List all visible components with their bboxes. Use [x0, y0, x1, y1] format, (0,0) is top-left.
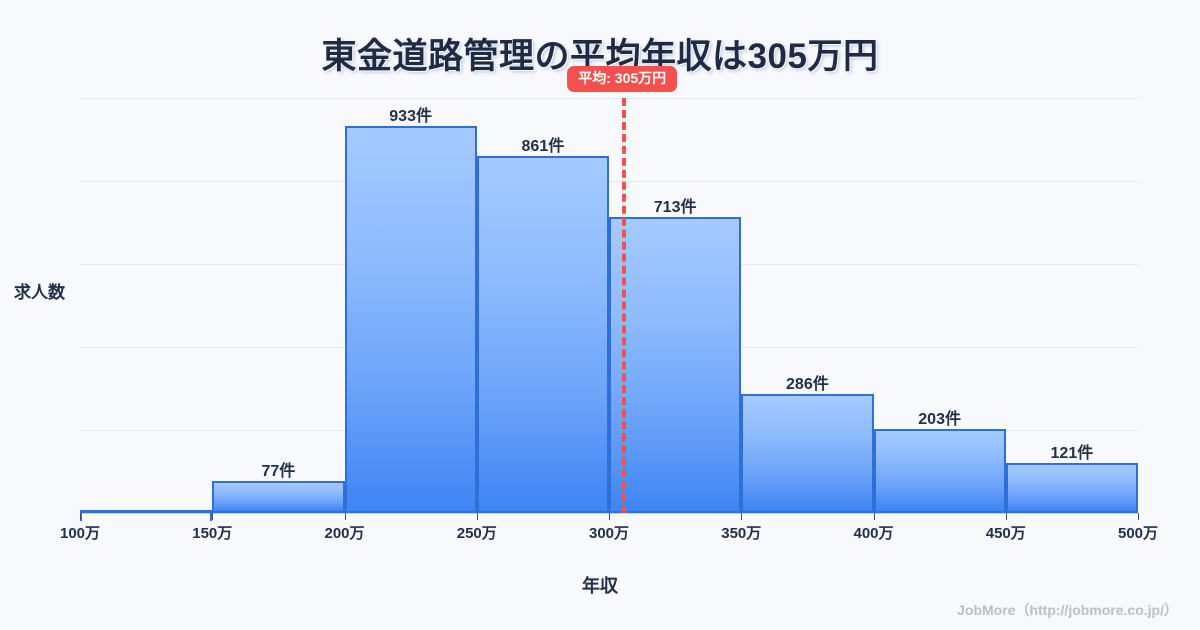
bar-400-450[interactable]	[873, 428, 1006, 513]
bar-250-300[interactable]	[476, 155, 609, 513]
bar-value-label: 933件	[389, 107, 432, 125]
bar-value-label: 77件	[261, 463, 296, 481]
x-tick	[212, 513, 214, 520]
x-tick-label: 450万	[985, 525, 1026, 542]
x-tick-label: 500万	[1117, 525, 1159, 542]
x-tick	[80, 513, 81, 520]
average-line	[622, 98, 627, 513]
bar-100-150[interactable]	[80, 510, 213, 521]
gridline	[80, 181, 1138, 182]
chart-plot-area: 77件 933件 861件 713件 286件 203件 121件 100万 150万 200万…	[60, 66, 1158, 542]
x-tick	[1138, 513, 1139, 520]
watermark: JobMore（http://jobmore.co.jp/）	[957, 602, 1178, 618]
x-tick-label: 400万	[853, 525, 894, 542]
bar-value-label: 203件	[918, 410, 961, 428]
x-tick	[741, 513, 743, 520]
bar-150-200[interactable]	[212, 481, 345, 513]
x-axis-title: 年収	[582, 576, 618, 596]
x-tick-label: 200万	[324, 525, 365, 542]
x-tick	[609, 513, 610, 520]
bar-value-label: 286件	[786, 376, 829, 394]
x-tick-label: 150万	[192, 525, 233, 542]
x-tick	[344, 513, 346, 520]
x-tick-label: 100万	[59, 525, 101, 542]
bar-450-500[interactable]	[1005, 462, 1138, 513]
y-axis-title: 求人数	[14, 283, 65, 302]
bar-value-label: 861件	[521, 137, 565, 155]
x-tick-label: 300万	[588, 525, 630, 542]
x-tick-label: 250万	[456, 525, 497, 542]
bar-value-label: 713件	[653, 199, 697, 217]
gridline	[80, 98, 1138, 99]
average-badge: 平均: 305万円	[567, 66, 678, 92]
bar-value-label: 121件	[1050, 444, 1094, 462]
x-tick	[1005, 513, 1007, 520]
bar-300-350[interactable]	[609, 217, 742, 513]
x-tick	[476, 513, 478, 520]
x-tick-label: 350万	[721, 525, 762, 542]
bar-200-250[interactable]	[344, 125, 477, 513]
bar-350-400[interactable]	[741, 394, 874, 513]
x-tick	[873, 513, 875, 520]
